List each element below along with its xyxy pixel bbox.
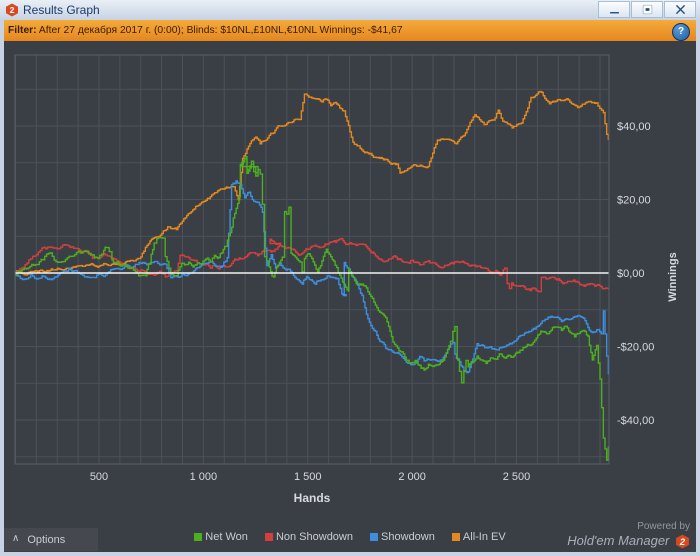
svg-text:Hands: Hands (294, 491, 331, 505)
svg-text:-$20,00: -$20,00 (617, 342, 654, 354)
svg-text:2: 2 (10, 5, 15, 15)
svg-text:Winnings: Winnings (667, 252, 679, 301)
svg-text:1 500: 1 500 (294, 471, 322, 483)
svg-text:2 000: 2 000 (398, 471, 426, 483)
svg-text:1 000: 1 000 (190, 471, 218, 483)
svg-text:2 500: 2 500 (503, 471, 531, 483)
svg-text:-$40,00: -$40,00 (617, 415, 654, 427)
svg-text:$40,00: $40,00 (617, 121, 651, 133)
svg-text:500: 500 (90, 471, 108, 483)
svg-text:$0,00: $0,00 (617, 268, 645, 280)
svg-text:2: 2 (679, 537, 686, 547)
svg-text:$20,00: $20,00 (617, 195, 651, 207)
